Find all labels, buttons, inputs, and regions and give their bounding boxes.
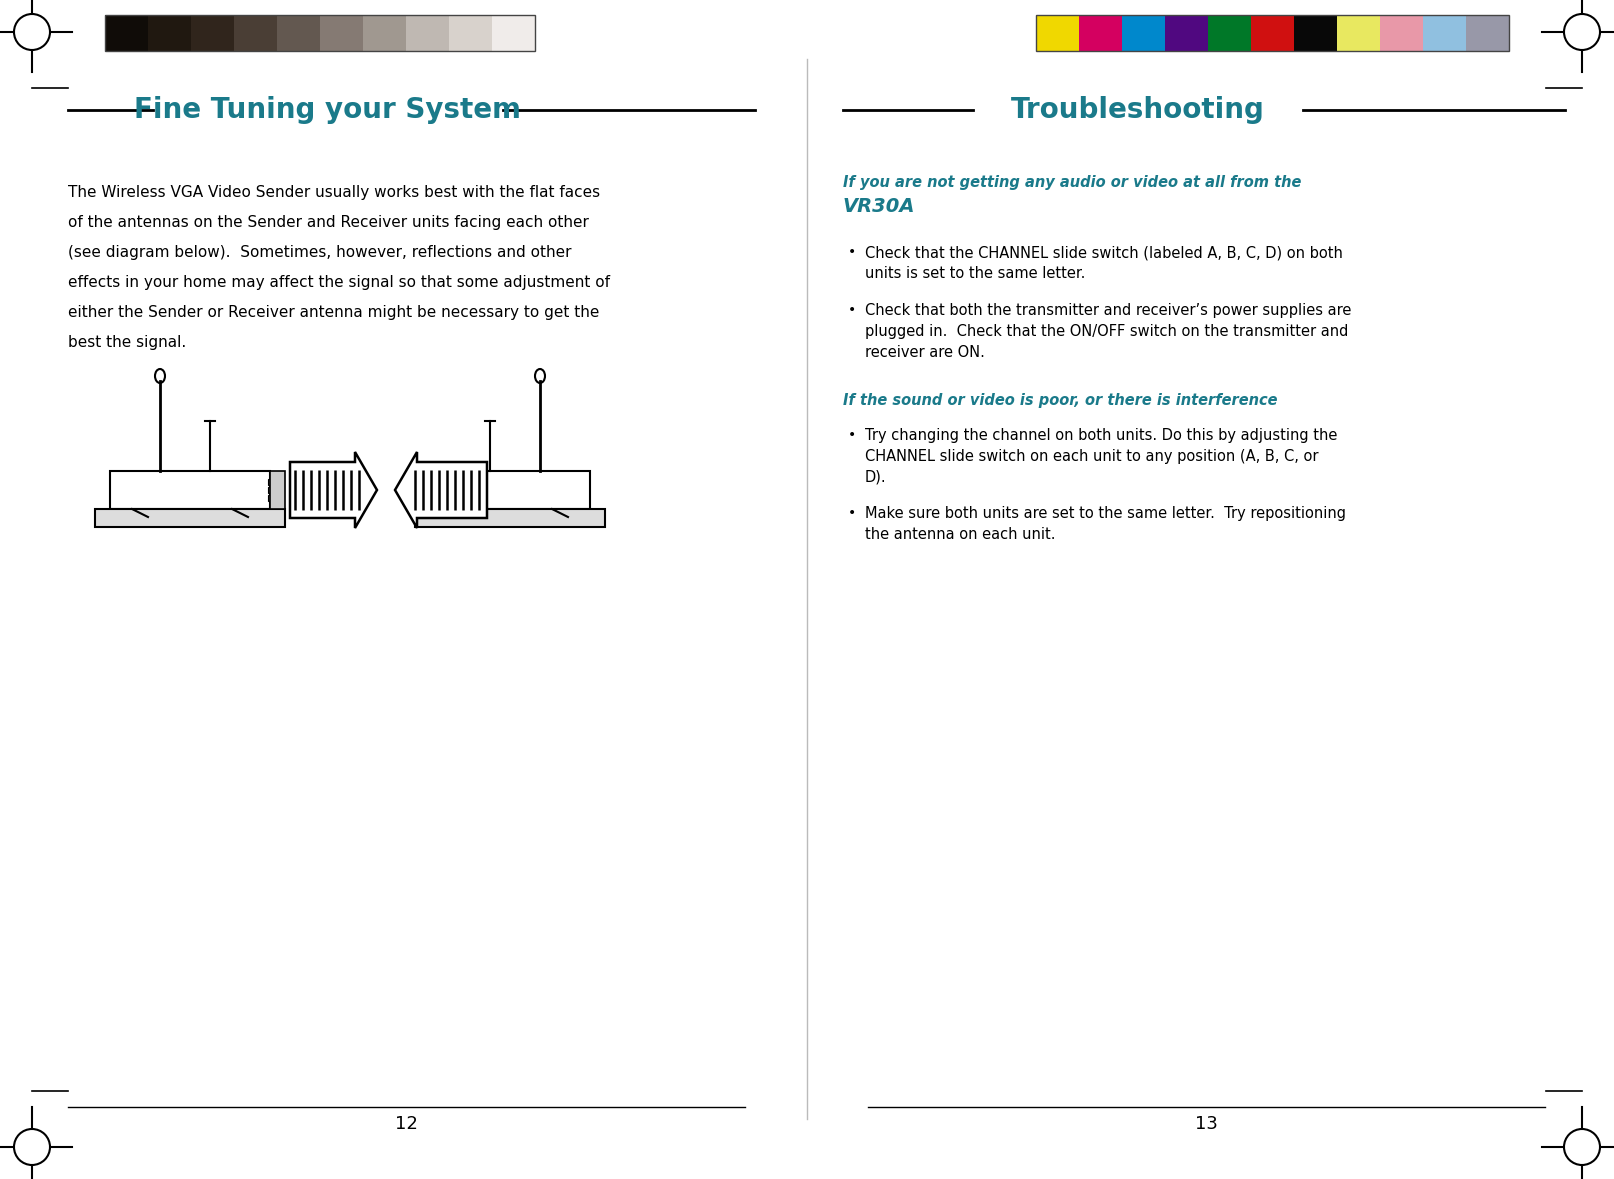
Bar: [1036, 15, 1509, 51]
Text: best the signal.: best the signal.: [68, 335, 186, 350]
Text: Fine Tuning your System: Fine Tuning your System: [134, 95, 521, 124]
Text: (see diagram below).  Sometimes, however, reflections and other: (see diagram below). Sometimes, however,…: [68, 245, 571, 261]
Bar: [415, 470, 429, 509]
Ellipse shape: [155, 369, 165, 383]
Bar: [407, 15, 449, 51]
Bar: [148, 15, 190, 51]
Polygon shape: [291, 452, 378, 528]
Ellipse shape: [534, 369, 546, 383]
Text: •: •: [847, 303, 857, 317]
Bar: [1251, 15, 1294, 51]
Text: effects in your home may affect the signal so that some adjustment of: effects in your home may affect the sign…: [68, 275, 610, 290]
Bar: [449, 15, 492, 51]
Bar: [1036, 15, 1080, 51]
Bar: [95, 509, 286, 527]
Bar: [190, 15, 234, 51]
Bar: [426, 479, 433, 485]
Bar: [268, 487, 274, 493]
Bar: [426, 495, 433, 501]
Bar: [1424, 15, 1466, 51]
Text: If you are not getting any audio or video at all from the: If you are not getting any audio or vide…: [843, 174, 1301, 190]
Bar: [1122, 15, 1165, 51]
Bar: [268, 495, 274, 501]
Text: •: •: [847, 428, 857, 442]
Text: Make sure both units are set to the same letter.  Try repositioning: Make sure both units are set to the same…: [865, 506, 1346, 521]
Bar: [429, 470, 591, 509]
Bar: [1466, 15, 1509, 51]
Text: Try changing the channel on both units. Do this by adjusting the: Try changing the channel on both units. …: [865, 428, 1338, 443]
Bar: [278, 15, 320, 51]
Bar: [110, 470, 270, 509]
Text: D).: D).: [865, 470, 886, 485]
Bar: [1080, 15, 1122, 51]
Text: The Wireless VGA Video Sender usually works best with the flat faces: The Wireless VGA Video Sender usually wo…: [68, 185, 600, 200]
Text: Troubleshooting: Troubleshooting: [1010, 95, 1265, 124]
Bar: [1165, 15, 1207, 51]
Bar: [320, 15, 363, 51]
Text: the antenna on each unit.: the antenna on each unit.: [865, 527, 1056, 542]
Text: Check that both the transmitter and receiver’s power supplies are: Check that both the transmitter and rece…: [865, 303, 1351, 318]
Text: CHANNEL slide switch on each unit to any position (A, B, C, or: CHANNEL slide switch on each unit to any…: [865, 449, 1319, 465]
Bar: [105, 15, 148, 51]
Text: VR30A: VR30A: [843, 197, 915, 216]
Text: Check that the CHANNEL slide switch (labeled A, B, C, D) on both: Check that the CHANNEL slide switch (lab…: [865, 245, 1343, 261]
Bar: [1207, 15, 1251, 51]
Polygon shape: [395, 452, 487, 528]
Bar: [1294, 15, 1336, 51]
Text: of the antennas on the Sender and Receiver units facing each other: of the antennas on the Sender and Receiv…: [68, 215, 589, 230]
Bar: [1380, 15, 1424, 51]
Bar: [1336, 15, 1380, 51]
Text: plugged in.  Check that the ON/OFF switch on the transmitter and: plugged in. Check that the ON/OFF switch…: [865, 324, 1348, 340]
Bar: [426, 487, 433, 493]
Text: •: •: [847, 506, 857, 520]
Bar: [268, 479, 274, 485]
Bar: [415, 509, 605, 527]
Bar: [363, 15, 407, 51]
Bar: [492, 15, 534, 51]
Bar: [105, 15, 534, 51]
Text: units is set to the same letter.: units is set to the same letter.: [865, 266, 1085, 281]
Bar: [270, 470, 286, 509]
Text: 13: 13: [1194, 1115, 1217, 1133]
Text: •: •: [847, 245, 857, 259]
Text: If the sound or video is poor, or there is interference: If the sound or video is poor, or there …: [843, 393, 1278, 408]
Text: either the Sender or Receiver antenna might be necessary to get the: either the Sender or Receiver antenna mi…: [68, 305, 599, 320]
Text: receiver are ON.: receiver are ON.: [865, 345, 985, 360]
Text: 12: 12: [394, 1115, 418, 1133]
Bar: [234, 15, 278, 51]
